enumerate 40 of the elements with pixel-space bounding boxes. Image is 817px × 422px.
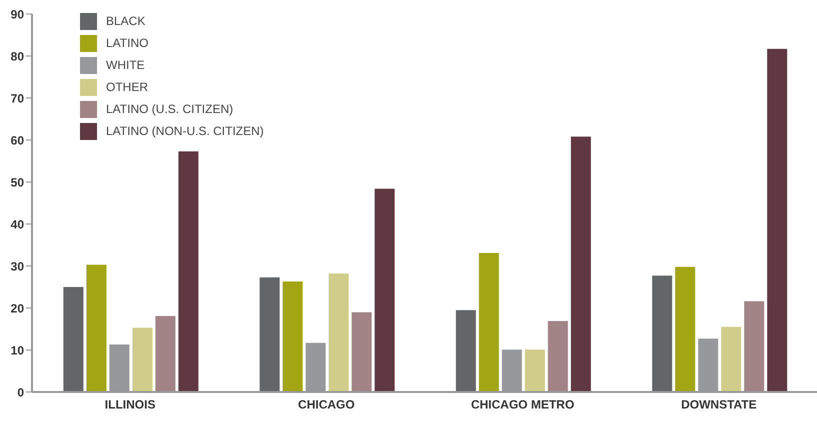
bar	[767, 48, 788, 392]
y-tick-label: 40	[10, 217, 24, 232]
bar	[570, 136, 591, 392]
bar	[548, 321, 568, 392]
bar	[260, 277, 280, 392]
bar	[524, 350, 545, 392]
bar	[744, 301, 764, 392]
x-tick-label: CHICAGO	[298, 398, 355, 412]
bar	[63, 287, 84, 392]
y-tick-label: 30	[10, 259, 24, 274]
y-tick-label: 20	[10, 301, 24, 316]
legend-label: BLACK	[106, 14, 146, 28]
legend-label: OTHER	[106, 80, 148, 94]
y-tick-label: 10	[10, 343, 24, 358]
bar	[652, 276, 672, 392]
bar	[478, 252, 499, 392]
y-tick-label: 50	[10, 175, 24, 190]
bar	[282, 282, 303, 392]
bar	[328, 274, 349, 392]
y-tick-label: 0	[17, 385, 24, 400]
bar	[178, 151, 198, 392]
bar	[132, 328, 152, 392]
legend-label: LATINO	[106, 36, 148, 50]
bar	[721, 326, 742, 392]
legend-label: LATINO (NON-U.S. CITIZEN)	[106, 124, 264, 138]
y-tick-label: 80	[10, 49, 24, 64]
bar	[374, 188, 395, 392]
bar	[675, 266, 696, 392]
bar	[352, 312, 372, 392]
x-tick-label: ILLINOIS	[104, 398, 156, 412]
y-tick-label: 90	[10, 7, 24, 22]
bar	[86, 264, 106, 392]
x-tick-label: CHICAGO METRO	[470, 398, 574, 412]
y-tick-label: 60	[10, 133, 24, 148]
y-tick-label: 70	[10, 91, 24, 106]
legend-label: WHITE	[106, 58, 145, 72]
x-tick-label: DOWNSTATE	[681, 398, 757, 412]
bar	[456, 310, 476, 392]
bar	[155, 316, 176, 392]
legend-label: LATINO (U.S. CITIZEN)	[106, 102, 234, 116]
